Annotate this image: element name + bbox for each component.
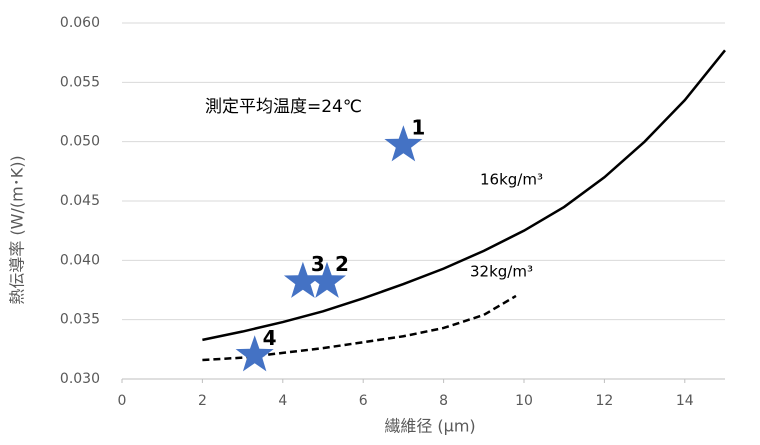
x-tick-label: 6 [359,393,368,409]
x-tick-label: 10 [515,393,533,409]
x-tick-label: 0 [118,393,127,409]
point-label: 2 [335,252,349,276]
series-line [202,49,726,342]
x-tick-label: 2 [198,393,207,409]
series-label: 32kg/m³ [470,263,533,281]
y-axis-title: 熱伝導率 (W/(m･K)) [8,155,27,304]
x-axis-title: 繊維径 (μm) [384,417,475,436]
series-label: 16kg/m³ [480,171,543,189]
point-label: 1 [411,116,425,140]
star-point [283,261,322,298]
x-tick-label: 8 [439,393,448,409]
star-point [235,335,274,372]
x-tick-label: 12 [595,393,613,409]
point-label: 3 [311,252,325,276]
y-tick-label: 0.060 [60,15,100,31]
annotation: 測定平均温度=24℃ [205,97,362,117]
star-point [308,261,346,298]
y-tick-label: 0.045 [60,193,100,209]
y-tick-label: 0.055 [60,74,100,90]
star-point [384,125,423,162]
x-tick-label: 4 [278,393,287,409]
y-tick-label: 0.030 [60,371,100,387]
y-tick-label: 0.040 [60,252,100,268]
x-tick-label: 14 [676,393,694,409]
point-label: 4 [263,326,277,350]
y-tick-label: 0.050 [60,134,100,150]
y-tick-label: 0.035 [60,312,100,328]
